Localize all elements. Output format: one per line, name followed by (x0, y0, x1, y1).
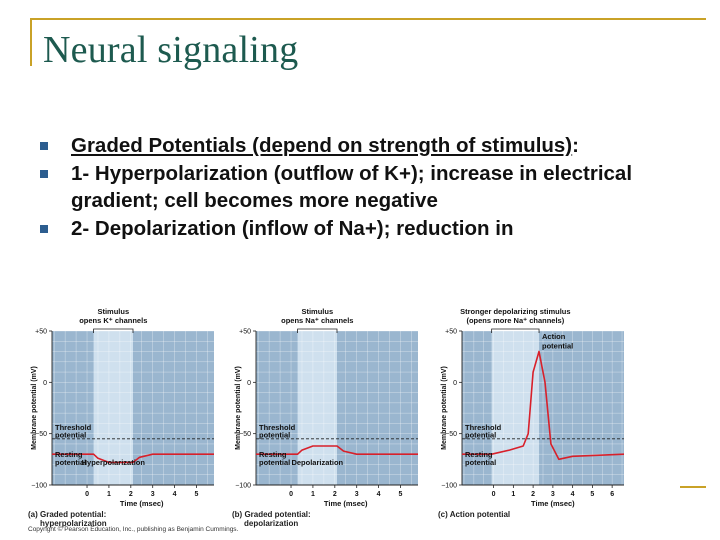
y-tick-label: 0 (453, 380, 457, 387)
y-tick-label: +50 (239, 329, 251, 336)
x-tick-label: 3 (151, 491, 155, 498)
figure-caption-a: (a) Graded potential: hyperpolarization (28, 510, 107, 528)
bullet-text: : (572, 134, 579, 157)
stimulus-label: (opens more Na⁺ channels) (466, 316, 564, 325)
stimulus-label: opens K⁺ channels (79, 316, 147, 325)
figure-panel-hyperpolarization: Stimulus opens K⁺ channels +50 0 −50 −100 0 1 2 3… (28, 302, 220, 508)
caption-line: (a) Graded potential: (28, 510, 107, 519)
title-frame-top-line (30, 18, 706, 20)
x-tick-label: 4 (173, 491, 177, 498)
bullet-item: 2- Depolarization (inflow of Na+); reduc… (40, 215, 690, 242)
caption-line: hyperpolarization (40, 519, 107, 528)
figure-panel-depolarization: Stimulus opens Na⁺ channels +50 0 −50 −100 0 1 2… (232, 302, 424, 508)
bullet-list: Graded Potentials (depend on strength of… (40, 132, 690, 243)
title-frame-left-line (30, 18, 32, 66)
response-label: Action (542, 332, 566, 341)
bullet-item: 1- Hyperpolarization (outflow of K+); in… (40, 160, 690, 214)
stimulus-label: Stimulus (301, 307, 333, 316)
threshold-label: Threshold (465, 423, 502, 432)
y-axis-label: Membrane potential (mV) (235, 366, 242, 450)
bullet-underlined-text: Graded Potentials (depend on strength of… (71, 134, 573, 157)
stimulus-bracket (491, 328, 540, 333)
x-tick-label: 1 (311, 491, 315, 498)
y-tick-label: −50 (35, 431, 47, 438)
threshold-label: Threshold (55, 423, 92, 432)
x-tick-label: 5 (195, 491, 199, 498)
slide-title: Neural signaling (43, 29, 299, 71)
resting-label: potential (259, 458, 290, 467)
stimulus-label: opens Na⁺ channels (281, 316, 353, 325)
x-tick-label: 0 (85, 491, 89, 498)
x-tick-label: 1 (511, 491, 515, 498)
bullet-item: Graded Potentials (depend on strength of… (40, 132, 690, 159)
copyright-notice: Copyright © Pearson Education, Inc., pub… (28, 526, 239, 533)
caption-line: depolarization (244, 519, 299, 528)
x-axis-label: Time (msec) (531, 499, 575, 508)
y-tick-label: +50 (35, 329, 47, 336)
x-axis-label: Time (msec) (324, 499, 368, 508)
figure-caption-c: (c) Action potential (438, 510, 510, 519)
caption-line: (b) Graded potential: (232, 510, 311, 519)
caption-line: (c) Action potential (438, 510, 511, 519)
resting-label: potential (465, 458, 496, 467)
resting-label: Resting (259, 450, 287, 459)
x-tick-label: 2 (129, 491, 133, 498)
square-bullet-icon (40, 170, 48, 178)
threshold-label: potential (55, 430, 86, 439)
y-tick-label: 0 (247, 380, 251, 387)
x-tick-label: 6 (610, 491, 614, 498)
response-label: Depolarization (291, 458, 343, 467)
stimulus-window (491, 331, 540, 485)
y-axis-label: Membrane potential (mV) (441, 366, 448, 450)
y-tick-label: −100 (31, 483, 47, 490)
stimulus-label: Stronger depolarizing stimulus (460, 307, 570, 316)
x-tick-label: 4 (571, 491, 575, 498)
resting-label: Resting (465, 450, 493, 459)
y-tick-label: −100 (235, 483, 251, 490)
stimulus-bracket (297, 328, 338, 333)
threshold-label: Threshold (259, 423, 296, 432)
stimulus-bracket (93, 328, 134, 333)
threshold-label: potential (259, 430, 290, 439)
x-tick-label: 3 (355, 491, 359, 498)
x-tick-label: 4 (377, 491, 381, 498)
x-tick-label: 5 (399, 491, 403, 498)
stimulus-window (297, 331, 337, 485)
y-tick-label: +50 (445, 329, 457, 336)
x-tick-label: 0 (289, 491, 293, 498)
x-tick-label: 2 (333, 491, 337, 498)
y-tick-label: −50 (445, 431, 457, 438)
membrane-potential-trace (256, 445, 418, 455)
resting-label: Resting (55, 450, 83, 459)
square-bullet-icon (40, 142, 48, 150)
y-tick-label: −50 (239, 431, 251, 438)
x-axis-label: Time (msec) (120, 499, 164, 508)
membrane-potential-trace (462, 350, 625, 461)
response-label: potential (542, 341, 573, 350)
stimulus-label: Stimulus (97, 307, 129, 316)
x-tick-label: 3 (551, 491, 555, 498)
resting-label: potential (55, 458, 86, 467)
y-axis-label: Membrane potential (mV) (31, 366, 38, 450)
membrane-potential-trace (52, 453, 214, 464)
y-tick-label: 0 (43, 380, 47, 387)
bullet-text: 1- Hyperpolarization (outflow of K+); in… (71, 162, 633, 212)
square-bullet-icon (40, 225, 48, 233)
membrane-potential-figure: Stimulus opens K⁺ channels +50 0 −50 −100 0 1 2 3… (24, 302, 692, 540)
x-tick-label: 2 (531, 491, 535, 498)
bullet-text: 2- Depolarization (inflow of Na+); reduc… (71, 217, 514, 240)
x-tick-label: 5 (590, 491, 594, 498)
figure-caption-b: (b) Graded potential: depolarization (232, 510, 311, 528)
threshold-label: potential (465, 430, 496, 439)
footer-rule (680, 486, 706, 488)
response-label: Hyperpolarization (82, 458, 146, 467)
membrane-potential-chart: Stronger depolarizing stimulus(opens mor… (441, 307, 625, 508)
figure-panel-action-potential: Stronger depolarizing stimulus (opens mor… (438, 302, 630, 508)
y-tick-label: −100 (441, 483, 457, 490)
x-tick-label: 1 (107, 491, 111, 498)
x-tick-label: 0 (492, 491, 496, 498)
